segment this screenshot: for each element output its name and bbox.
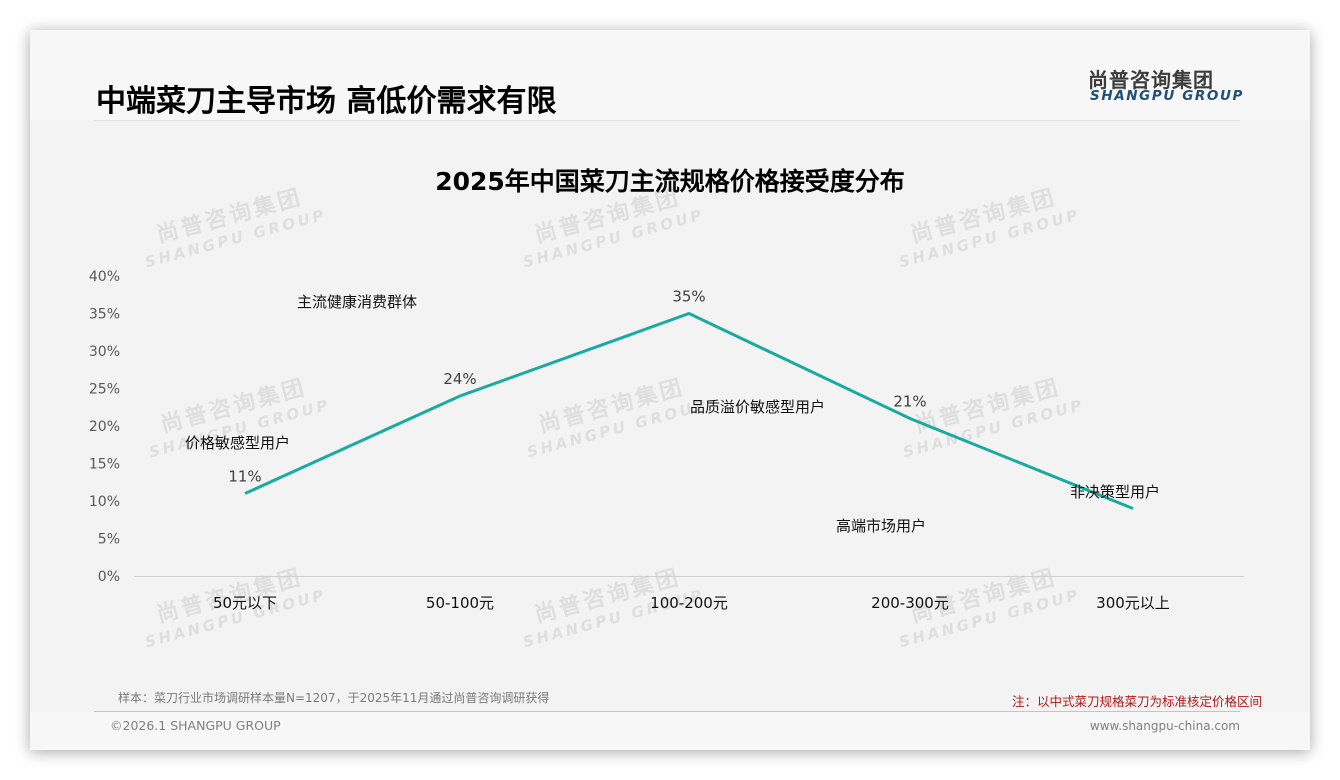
y-tick-label: 15%	[89, 457, 120, 473]
header-band	[30, 30, 1310, 120]
y-tick-label: 20%	[89, 419, 120, 435]
data-label: 21%	[893, 393, 926, 411]
footer-band	[30, 712, 1310, 750]
y-tick-label: 40%	[89, 269, 120, 285]
page-title: 中端菜刀主导市场 高低价需求有限	[96, 84, 557, 119]
x-category-label: 200-300元	[871, 594, 949, 612]
x-category-label: 50元以下	[213, 594, 277, 612]
price-range-note: 注：以中式菜刀规格菜刀为标准核定价格区间	[1011, 694, 1262, 709]
sample-note: 样本：菜刀行业市场调研样本量N=1207，于2025年11月通过尚普咨询调研获得	[118, 691, 550, 705]
y-tick-label: 0%	[98, 569, 120, 585]
segment-annotation: 品质溢价敏感型用户	[690, 398, 825, 416]
chart-title: 2025年中国菜刀主流规格价格接受度分布	[435, 167, 905, 196]
line-chart: 0% 5% 10% 15% 20% 25% 30% 35% 40% 50元以下 50-100元 100…	[89, 269, 1244, 612]
y-tick-label: 5%	[98, 532, 120, 548]
website-link[interactable]: www.shangpu-china.com	[1089, 719, 1240, 733]
y-tick-label: 10%	[89, 494, 120, 510]
x-category-label: 50-100元	[426, 594, 494, 612]
copyright: ©2026.1 SHANGPU GROUP	[110, 718, 281, 733]
segment-annotation: 高端市场用户	[836, 517, 926, 535]
data-label: 24%	[443, 370, 476, 388]
header-divider	[94, 120, 1240, 121]
segment-annotation: 非决策型用户	[1070, 483, 1160, 501]
data-label: 11%	[228, 468, 261, 486]
y-tick-label: 35%	[89, 307, 120, 323]
logo-english: SHANGPU GROUP	[1090, 88, 1245, 104]
x-category-label: 300元以上	[1096, 594, 1170, 612]
logo-chinese: 尚普咨询集团	[1088, 68, 1214, 92]
x-category-label: 100-200元	[650, 594, 728, 612]
data-label: 35%	[672, 288, 705, 306]
segment-annotation: 主流健康消费群体	[297, 293, 417, 311]
slide: 中端菜刀主导市场 高低价需求有限 尚普咨询集团 SHANGPU GROUP 尚普…	[30, 30, 1310, 750]
series-line	[244, 311, 1134, 510]
segment-annotation: 价格敏感型用户	[185, 434, 290, 452]
y-tick-label: 30%	[89, 344, 120, 360]
footer-divider	[94, 711, 1240, 712]
y-tick-label: 25%	[89, 382, 120, 398]
